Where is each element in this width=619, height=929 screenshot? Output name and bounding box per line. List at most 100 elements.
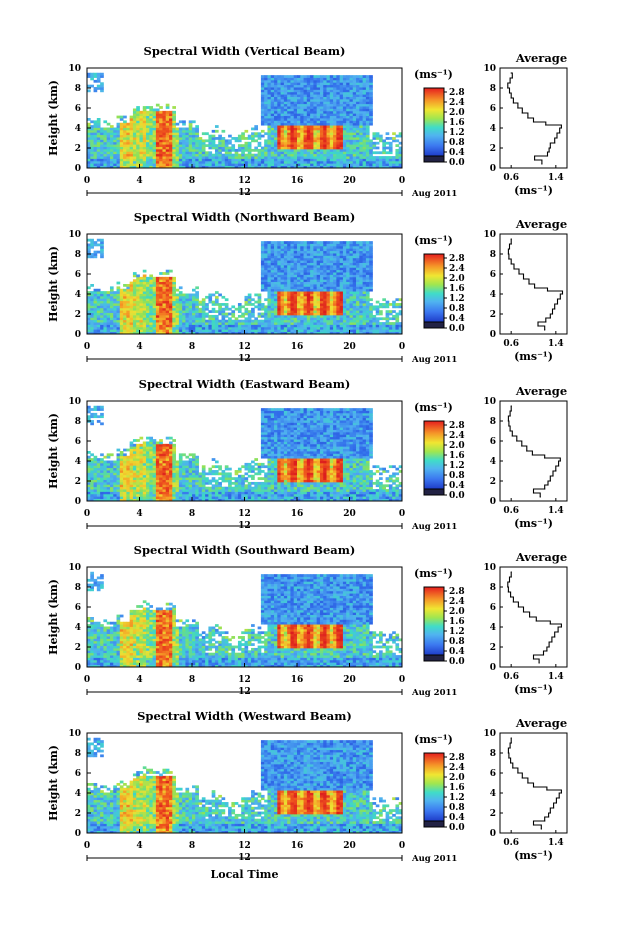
heatmap-cell bbox=[319, 267, 324, 271]
heatmap-cell bbox=[182, 139, 186, 143]
heatmap-cell bbox=[349, 329, 354, 333]
heatmap-cell bbox=[260, 115, 265, 119]
heatmap-cell bbox=[310, 243, 314, 247]
heatmap-cell bbox=[132, 286, 137, 290]
heatmap-cell bbox=[270, 165, 275, 169]
heatmap-cell bbox=[319, 122, 324, 126]
heatmap-cell bbox=[362, 262, 367, 266]
heatmap-cell bbox=[274, 276, 278, 280]
heatmap-cell bbox=[316, 245, 321, 249]
heatmap-cell bbox=[195, 160, 199, 164]
heatmap-cell bbox=[398, 141, 403, 145]
heatmap-cell bbox=[142, 113, 147, 117]
heatmap-cell bbox=[313, 110, 318, 114]
heatmap-cell bbox=[211, 139, 216, 143]
heatmap-cell bbox=[306, 303, 311, 306]
heatmap-cell bbox=[362, 331, 367, 335]
heatmap-cell bbox=[159, 153, 163, 157]
heatmap-cell bbox=[103, 326, 108, 330]
heatmap-cell bbox=[214, 160, 219, 164]
heatmap-cell bbox=[198, 322, 203, 325]
heatmap-cell bbox=[172, 303, 176, 306]
heatmap-cell bbox=[303, 144, 308, 147]
heatmap-cell bbox=[155, 115, 160, 119]
heatmap-cell bbox=[139, 113, 144, 117]
heatmap-cell bbox=[139, 305, 144, 309]
heatmap-cell bbox=[100, 84, 104, 88]
heatmap-cell bbox=[372, 156, 377, 159]
heatmap-cell bbox=[306, 118, 311, 121]
heatmap-cell bbox=[346, 108, 350, 112]
heatmap-cell bbox=[388, 310, 393, 313]
heatmap-cell bbox=[260, 79, 265, 83]
heatmap-cell bbox=[280, 89, 285, 93]
heatmap-cell bbox=[300, 127, 304, 131]
heatmap-cell bbox=[277, 243, 281, 247]
heatmap-cell bbox=[313, 248, 318, 252]
heatmap-cell bbox=[333, 326, 337, 330]
heatmap-cell bbox=[313, 319, 318, 323]
heatmap-cell bbox=[277, 98, 281, 102]
heatmap-cell bbox=[300, 255, 304, 259]
heatmap-cell bbox=[329, 75, 334, 78]
heatmap-cell bbox=[349, 293, 354, 297]
heatmap-cell bbox=[152, 293, 157, 297]
heatmap-cell bbox=[336, 148, 341, 152]
heatmap-cell bbox=[287, 160, 291, 164]
heatmap-cell bbox=[192, 132, 196, 136]
heatmap-cell bbox=[280, 148, 285, 152]
heatmap-cell bbox=[329, 269, 334, 273]
heatmap-cell bbox=[290, 132, 295, 136]
heatmap-cell bbox=[103, 291, 108, 294]
heatmap-cell bbox=[178, 132, 183, 136]
heatmap-cell bbox=[310, 272, 314, 275]
heatmap-cell bbox=[254, 319, 259, 323]
heatmap-cell bbox=[336, 129, 341, 133]
heatmap-cell bbox=[198, 160, 203, 164]
heatmap-cell bbox=[319, 322, 324, 325]
heatmap-cell bbox=[103, 141, 108, 145]
heatmap-cell bbox=[109, 144, 114, 147]
heatmap-cell bbox=[172, 314, 176, 318]
heatmap-cell bbox=[333, 137, 337, 140]
heatmap-cell bbox=[264, 312, 268, 316]
heatmap-cell bbox=[132, 108, 137, 112]
heatmap-cell bbox=[352, 118, 357, 121]
heatmap-cell bbox=[270, 314, 275, 318]
heatmap-cell bbox=[214, 314, 219, 318]
heatmap-cell bbox=[342, 118, 347, 121]
heatmap-cell bbox=[87, 491, 91, 495]
heatmap-cell bbox=[231, 329, 236, 333]
heatmap-cell bbox=[297, 243, 301, 247]
heatmap-cell bbox=[109, 127, 114, 131]
heatmap-cell bbox=[297, 103, 301, 107]
heatmap-cell bbox=[316, 324, 321, 328]
heatmap-cell bbox=[100, 127, 104, 131]
heatmap-cell bbox=[352, 310, 357, 313]
heatmap-cell bbox=[323, 101, 327, 105]
heatmap-cell bbox=[300, 122, 304, 126]
heatmap-cell bbox=[303, 284, 308, 287]
heatmap-cell bbox=[123, 317, 127, 321]
heatmap-cell bbox=[313, 264, 318, 268]
heatmap-cell bbox=[359, 146, 364, 150]
heatmap-cell bbox=[349, 286, 354, 290]
heatmap-cell bbox=[342, 79, 347, 83]
heatmap-cell bbox=[365, 317, 370, 321]
heatmap-cell bbox=[132, 125, 137, 128]
heatmap-cell bbox=[283, 94, 288, 97]
heatmap-cell bbox=[310, 300, 314, 304]
heatmap-cell bbox=[251, 319, 255, 323]
heatmap-cell bbox=[352, 153, 357, 157]
heatmap-cell bbox=[87, 314, 91, 318]
heatmap-cell bbox=[319, 295, 324, 299]
heatmap-cell bbox=[90, 144, 94, 147]
heatmap-cell bbox=[277, 122, 281, 126]
heatmap-cell bbox=[264, 286, 268, 290]
heatmap-cell bbox=[192, 298, 196, 302]
heatmap-cell bbox=[306, 132, 311, 136]
heatmap-cell bbox=[346, 291, 350, 294]
heatmap-cell bbox=[329, 260, 334, 263]
heatmap-cell bbox=[280, 250, 285, 254]
heatmap-cell bbox=[274, 113, 278, 117]
